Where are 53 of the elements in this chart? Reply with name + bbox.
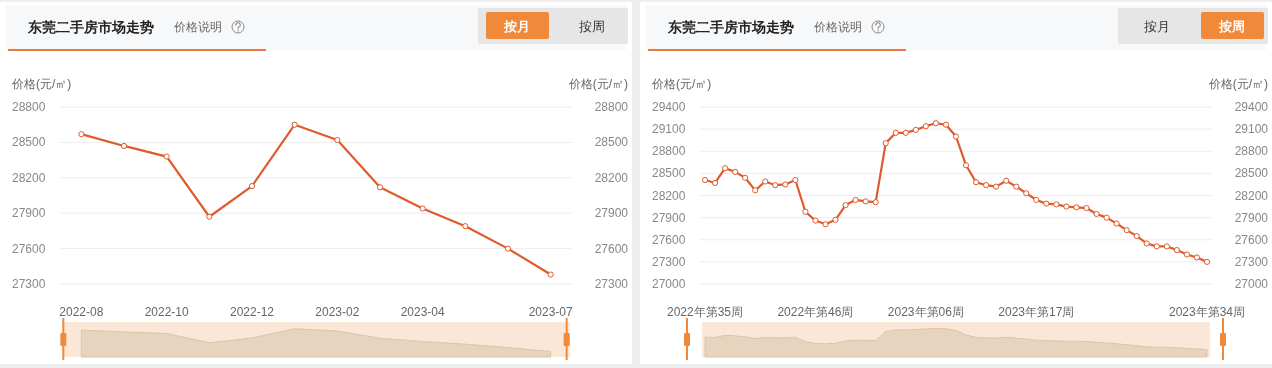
y-tick-label: 28800 bbox=[12, 100, 46, 114]
y2-tick-label: 27300 bbox=[1234, 254, 1269, 269]
x-tick-label: 2022年第46周 bbox=[777, 305, 854, 319]
x-tick-label: 2023年第06周 bbox=[887, 305, 964, 319]
text: 按月 bbox=[502, 19, 530, 34]
y-tick-label: 28800 bbox=[652, 144, 686, 159]
y-tick-label: 27900 bbox=[12, 206, 46, 221]
y-tick-label: 27600 bbox=[12, 241, 46, 256]
y-axis-title: 价格(元/㎡) bbox=[651, 77, 712, 91]
y-tick-label: 28500 bbox=[12, 135, 46, 150]
y2-tick-label: 28200 bbox=[1234, 188, 1269, 203]
x-tick-label: 2022年第35周 bbox=[667, 305, 744, 319]
chart-subtitle: 价格说明 bbox=[173, 20, 222, 34]
y-tick-label: 29100 bbox=[652, 122, 686, 137]
chart-subtitle: 价格说明 bbox=[813, 20, 862, 34]
y2-tick-label: 27900 bbox=[1234, 210, 1269, 225]
y-axis-title: 价格(元/㎡) bbox=[11, 77, 72, 91]
y2-tick-label: 28500 bbox=[1234, 166, 1269, 181]
y2-tick-label: 27000 bbox=[1234, 277, 1269, 291]
x-tick-label: 2023年第17周 bbox=[998, 305, 1075, 319]
y-tick-label: 27000 bbox=[652, 277, 686, 291]
x-tick-label: 2022-12 bbox=[229, 305, 275, 319]
y-tick-label: 28500 bbox=[652, 166, 686, 181]
y2-tick-label: 28800 bbox=[1234, 144, 1269, 159]
y2-tick-label: 27600 bbox=[1234, 232, 1269, 247]
y2-tick-label: 28800 bbox=[594, 100, 629, 114]
y2-tick-label: 27600 bbox=[594, 241, 629, 256]
x-tick-label: 2023年第34周 bbox=[1168, 305, 1245, 319]
x-tick-label: 2022-08 bbox=[59, 305, 104, 319]
chart-title: 东莞二手房市场走势 bbox=[27, 19, 154, 35]
text: 按月 bbox=[1143, 19, 1170, 34]
x-tick-label: 2022-10 bbox=[144, 305, 190, 319]
y-tick-label: 27300 bbox=[12, 277, 46, 291]
y2-axis-title: 价格(元/㎡) bbox=[1207, 77, 1268, 91]
x-tick-label: 2023-02 bbox=[315, 305, 360, 319]
y2-tick-label: 29100 bbox=[1234, 122, 1269, 137]
y-tick-label: 27900 bbox=[652, 210, 686, 225]
y-tick-label: 29400 bbox=[652, 100, 686, 114]
text: 按周 bbox=[1217, 19, 1245, 34]
x-tick-label: 2023-04 bbox=[400, 305, 446, 319]
text: 按周 bbox=[578, 19, 605, 34]
y-tick-label: 28200 bbox=[652, 188, 686, 203]
x-tick-label: 2023-07 bbox=[528, 305, 574, 319]
chart-title: 东莞二手房市场走势 bbox=[667, 19, 794, 35]
y2-tick-label: 27900 bbox=[594, 206, 629, 221]
y2-tick-label: 28200 bbox=[594, 170, 629, 185]
y2-tick-label: 29400 bbox=[1234, 100, 1269, 114]
y-tick-label: 27300 bbox=[652, 254, 686, 269]
y-tick-label: 27600 bbox=[652, 232, 686, 247]
y2-tick-label: 27300 bbox=[594, 277, 629, 291]
y2-axis-title: 价格(元/㎡) bbox=[567, 77, 628, 91]
y2-tick-label: 28500 bbox=[594, 135, 629, 150]
y-tick-label: 28200 bbox=[12, 170, 46, 185]
